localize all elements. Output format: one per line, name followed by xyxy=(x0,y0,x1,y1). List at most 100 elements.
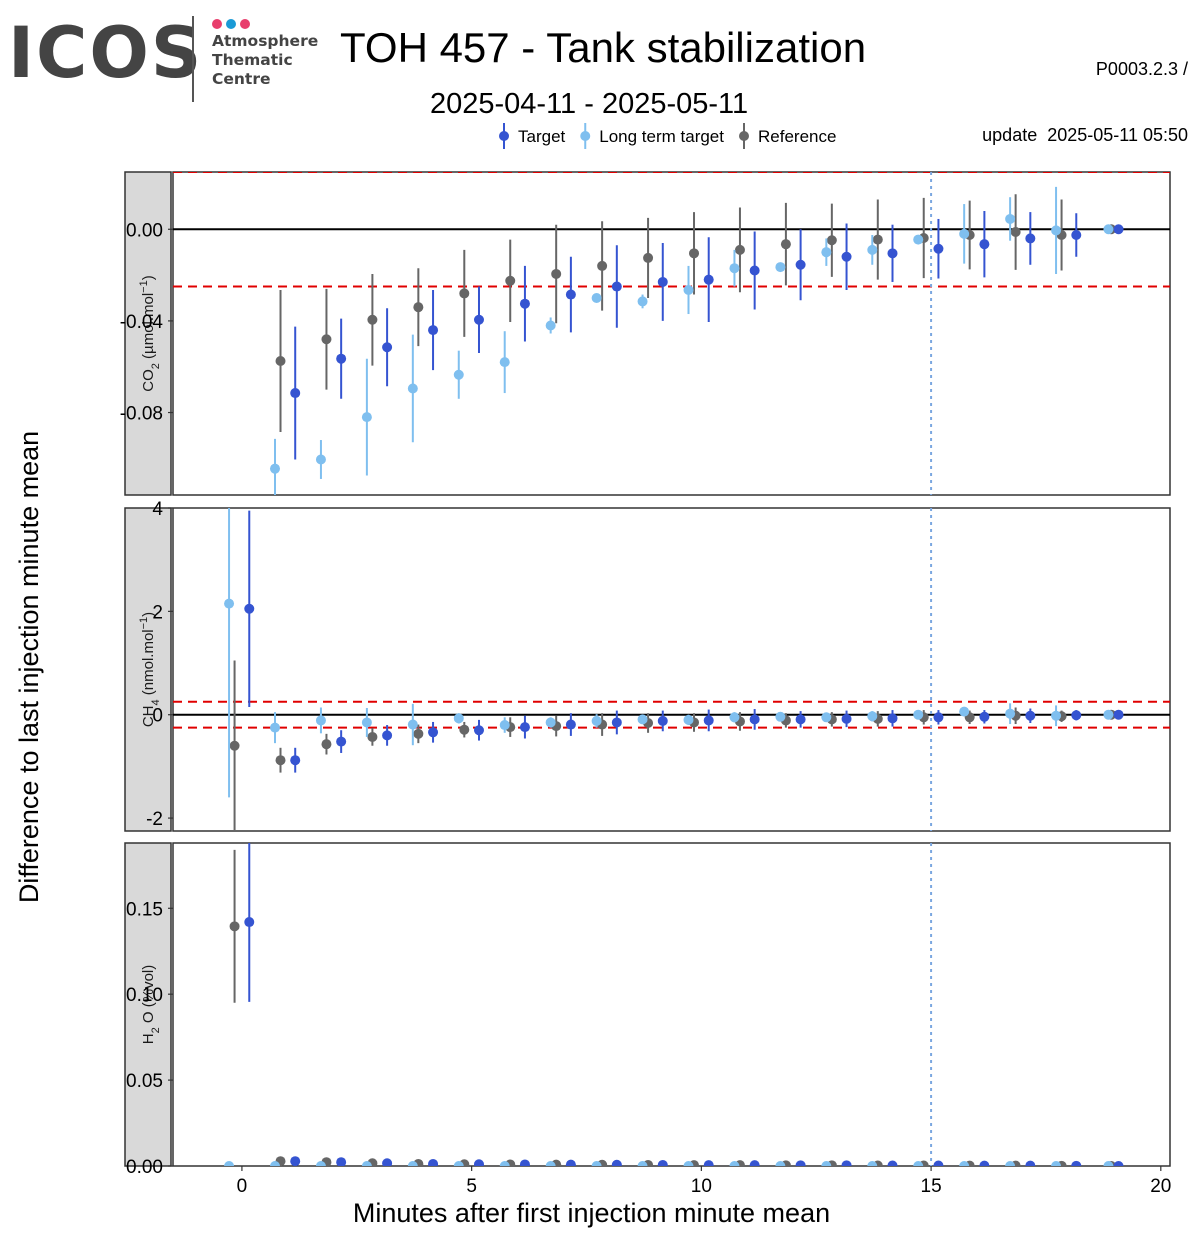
data-point xyxy=(637,296,648,307)
panel-background xyxy=(172,507,1171,832)
data-point xyxy=(933,1160,944,1166)
data-point xyxy=(887,713,898,724)
data-point xyxy=(795,259,806,270)
data-point xyxy=(913,234,924,245)
x-tick-label: 10 xyxy=(691,1176,712,1197)
data-point xyxy=(887,1160,898,1166)
data-point xyxy=(545,717,556,728)
data-point xyxy=(224,1161,235,1166)
legend-label: Target xyxy=(518,127,566,146)
data-point xyxy=(657,276,668,287)
data-point xyxy=(413,728,424,739)
data-point xyxy=(729,712,740,723)
data-point xyxy=(887,248,898,259)
data-point xyxy=(1113,224,1124,235)
data-point xyxy=(1051,710,1062,721)
data-point xyxy=(1103,1161,1114,1166)
data-point xyxy=(683,1161,694,1166)
data-point xyxy=(244,917,255,928)
y-tick-label: 0.00 xyxy=(126,220,163,241)
data-point xyxy=(933,712,944,723)
data-point xyxy=(1025,1160,1036,1166)
data-point xyxy=(336,1157,347,1166)
data-point xyxy=(703,274,714,285)
data-point xyxy=(407,719,418,730)
data-point xyxy=(244,603,255,614)
data-point xyxy=(459,288,470,299)
data-point xyxy=(1051,225,1062,236)
data-point xyxy=(1103,709,1114,720)
data-point xyxy=(545,1161,556,1166)
data-point xyxy=(821,712,832,723)
data-point xyxy=(499,720,510,731)
product-code: P0003.2.3 / xyxy=(1095,59,1188,79)
data-point xyxy=(1113,709,1124,720)
y-tick-label: 2 xyxy=(152,602,163,623)
logo-line-2: Thematic xyxy=(212,51,293,69)
data-point xyxy=(591,715,602,726)
data-point xyxy=(1103,224,1114,235)
data-point xyxy=(867,1161,878,1166)
data-point xyxy=(1051,1161,1062,1166)
data-point xyxy=(269,1161,280,1166)
data-point xyxy=(551,268,562,279)
data-point xyxy=(979,239,990,250)
data-point xyxy=(611,1159,622,1166)
data-point xyxy=(336,736,347,747)
series-target xyxy=(290,210,1124,460)
data-point xyxy=(361,717,372,728)
data-point xyxy=(224,598,235,609)
data-point xyxy=(841,251,852,262)
data-point xyxy=(519,722,530,733)
data-point xyxy=(321,334,332,345)
data-point xyxy=(428,727,439,738)
data-point xyxy=(1005,213,1016,224)
logo-line-3: Centre xyxy=(212,70,271,88)
data-point xyxy=(519,298,530,309)
data-point xyxy=(407,1161,418,1166)
data-point xyxy=(1010,227,1021,238)
data-point xyxy=(826,235,837,246)
data-point xyxy=(269,722,280,733)
data-point xyxy=(315,715,326,726)
data-point xyxy=(933,243,944,254)
data-point xyxy=(290,1156,301,1166)
legend-label: Long term target xyxy=(599,127,724,146)
data-point xyxy=(979,1160,990,1166)
data-point xyxy=(683,714,694,725)
data-point xyxy=(683,284,694,295)
data-point xyxy=(979,711,990,722)
y-tick-label: 4 xyxy=(152,499,163,520)
data-point xyxy=(382,1158,393,1166)
data-point xyxy=(1025,233,1036,244)
data-point xyxy=(703,715,714,726)
update-info: P0003.2.3 / update 2025-05-11 05:50 xyxy=(982,14,1188,190)
y-tick-label: -2 xyxy=(146,809,163,830)
data-point xyxy=(795,1160,806,1166)
data-point xyxy=(428,1158,439,1166)
data-point xyxy=(413,302,424,313)
data-point xyxy=(519,1159,530,1166)
data-point xyxy=(795,714,806,725)
data-point xyxy=(361,412,372,423)
data-point xyxy=(229,921,240,932)
data-point xyxy=(407,383,418,394)
data-point xyxy=(565,1159,576,1166)
x-axis-title: Minutes after first injection minute mea… xyxy=(353,1198,830,1228)
data-point xyxy=(775,262,786,273)
data-point xyxy=(703,1160,714,1166)
data-point xyxy=(428,325,439,336)
panel-plot-area xyxy=(173,508,1170,831)
data-point xyxy=(611,281,622,292)
y-tick-label: -0.04 xyxy=(120,312,164,333)
data-point xyxy=(453,1161,464,1166)
data-point xyxy=(597,260,608,271)
data-point xyxy=(565,719,576,730)
x-tick-label: 0 xyxy=(237,1176,248,1197)
data-point xyxy=(499,1161,510,1166)
data-point xyxy=(591,1161,602,1166)
data-point xyxy=(841,1160,852,1166)
data-point xyxy=(1071,229,1082,240)
logo-dots xyxy=(212,16,254,34)
